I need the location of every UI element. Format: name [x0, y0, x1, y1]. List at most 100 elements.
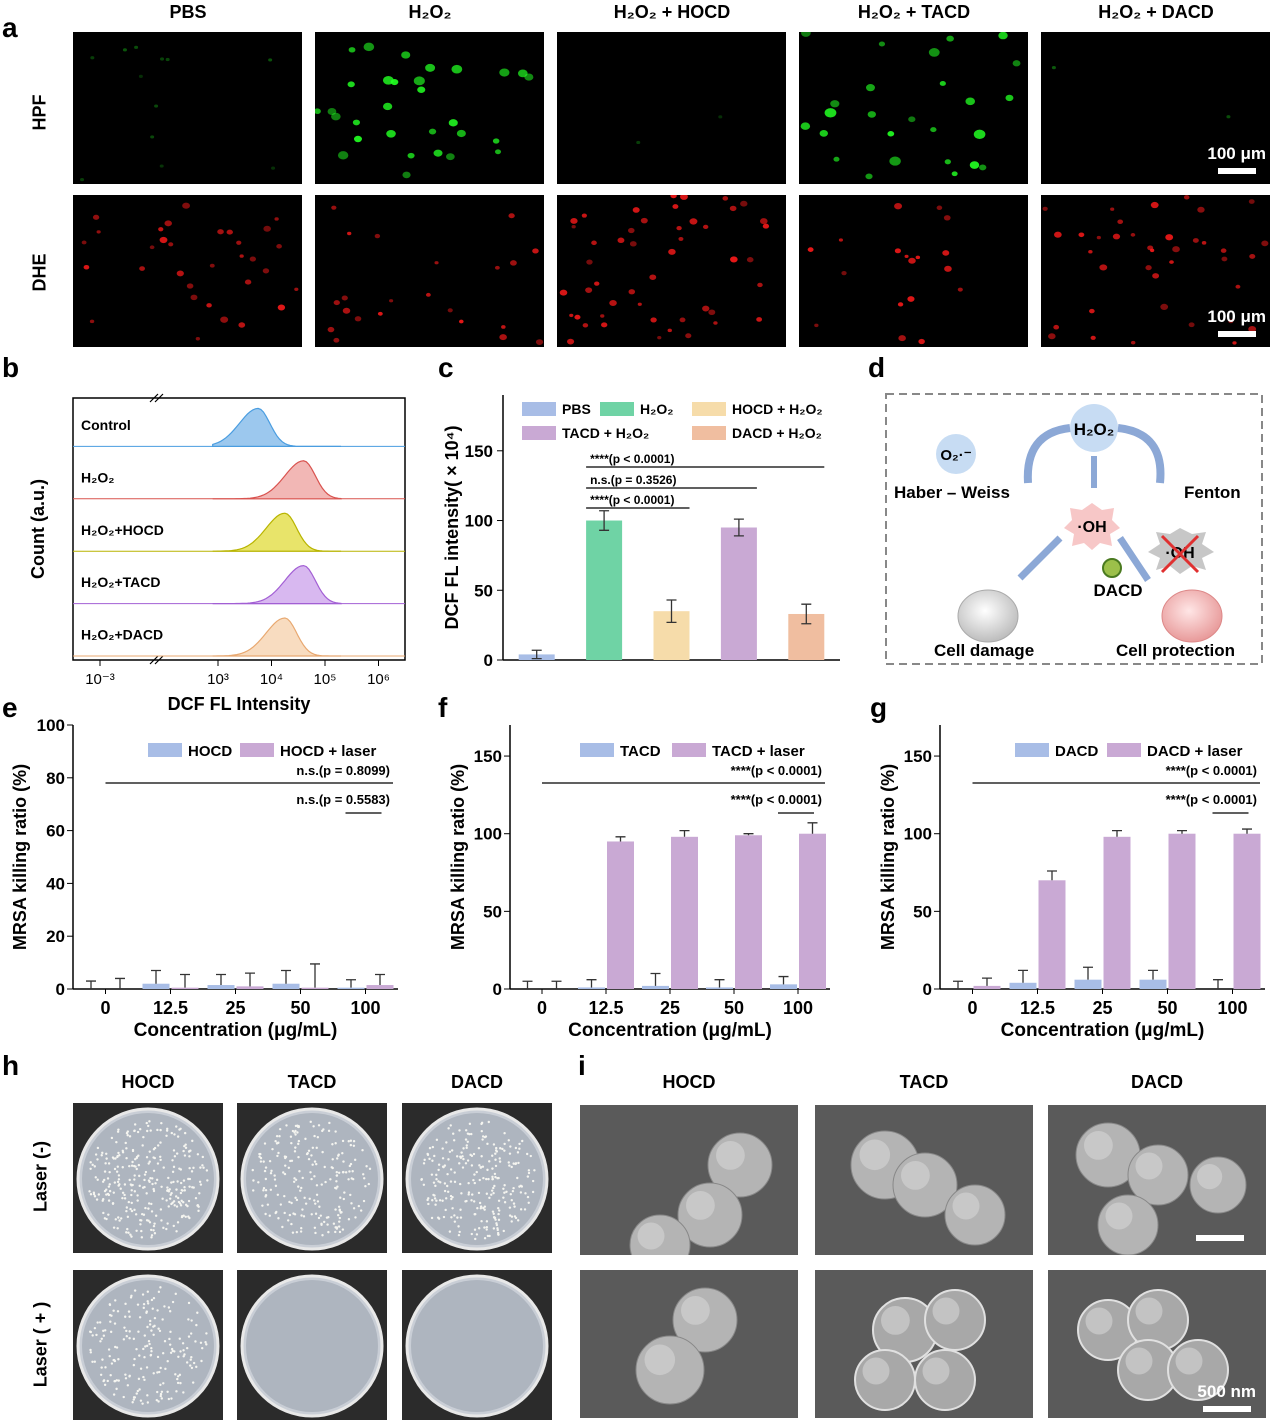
colony-dot — [174, 1292, 177, 1296]
sample-label-3: H₂O₂+TACD — [81, 574, 160, 590]
colony-dot — [252, 1189, 255, 1192]
colony-dot — [136, 1389, 140, 1393]
colony-dot — [142, 1135, 145, 1139]
panel-label-b: b — [2, 352, 20, 383]
colony-dot — [293, 1177, 296, 1180]
colony-dot — [328, 1121, 331, 1125]
histogram-3 — [212, 564, 342, 605]
colony-dot — [154, 1214, 158, 1217]
hpf-cell-dot — [718, 115, 723, 119]
bar-TACD-2 — [642, 985, 669, 989]
colony-dot — [347, 1178, 350, 1181]
colony-dot — [113, 1322, 117, 1325]
legend-swatch-1 — [1107, 743, 1141, 757]
colony-dot — [467, 1181, 470, 1185]
dhe-cell-dot — [807, 247, 814, 252]
colony-dot — [529, 1154, 533, 1158]
colony-dot — [475, 1170, 478, 1174]
petri-dish-1-0 — [73, 1270, 223, 1420]
legend-swatch-1 — [240, 743, 274, 757]
colony-dot — [101, 1199, 104, 1202]
hpf-cell-dot — [80, 178, 85, 182]
sem-image-0-1 — [815, 1105, 1033, 1255]
dhe-cell-dot — [164, 220, 172, 227]
sample-label-0: Control — [81, 417, 131, 433]
colony-dot — [175, 1205, 179, 1208]
dhe-cell-dot — [918, 338, 925, 345]
colony-dot — [313, 1160, 317, 1163]
column-header-a-1: H₂O₂ — [408, 2, 452, 22]
colony-dot — [495, 1146, 498, 1150]
dhe-cell-dot — [908, 257, 916, 264]
colony-dot — [465, 1146, 468, 1150]
colony-dot — [295, 1230, 299, 1234]
colony-dot — [121, 1191, 125, 1194]
hpf-cell-dot — [331, 112, 341, 121]
hpf-cell-dot — [1051, 66, 1056, 70]
colony-dot — [493, 1172, 497, 1176]
x-tick-label-3: 50 — [290, 998, 310, 1018]
dhe-cell-dot — [220, 316, 229, 323]
colony-dot — [150, 1350, 153, 1353]
dhe-cell-dot — [1183, 195, 1190, 200]
colony-dot — [313, 1175, 316, 1178]
colony-dot — [141, 1293, 145, 1296]
error-bar-0 — [531, 649, 542, 660]
colony-dot — [437, 1163, 441, 1166]
colony-dot — [477, 1146, 481, 1150]
bacterium-highlight — [1135, 1297, 1163, 1325]
x-axis-label: Concentration (μg/mL) — [1001, 1020, 1205, 1041]
colony-dot — [108, 1170, 111, 1174]
colony-dot — [261, 1204, 264, 1207]
colony-dot — [527, 1171, 531, 1175]
scale-bar-label: 100 μm — [1207, 307, 1266, 326]
dhe-cell-dot — [667, 328, 672, 333]
colony-dot — [180, 1215, 184, 1218]
colony-dot — [124, 1302, 127, 1306]
dhe-cell-dot — [942, 250, 950, 256]
colony-dot — [109, 1330, 113, 1334]
colony-dot — [282, 1171, 285, 1174]
colony-dot — [121, 1196, 124, 1200]
colony-dot — [318, 1205, 321, 1208]
dhe-cell-dot — [936, 205, 943, 211]
bacterium-highlight — [686, 1191, 715, 1220]
colony-dot — [494, 1164, 498, 1168]
colony-dot — [177, 1355, 180, 1358]
colony-dot — [175, 1188, 178, 1191]
colony-dot — [172, 1180, 175, 1184]
colony-dot — [132, 1164, 136, 1168]
colony-dot — [168, 1337, 171, 1341]
error-bar — [245, 972, 255, 987]
colony-dot — [435, 1138, 439, 1142]
colony-dot — [182, 1349, 185, 1352]
colony-dot — [459, 1156, 463, 1159]
colony-dot — [103, 1383, 107, 1387]
dhe-cell-dot — [139, 266, 145, 271]
dhe-cell-dot — [1165, 234, 1174, 241]
colony-dot — [101, 1358, 104, 1361]
h2o2-bubble — [1070, 404, 1118, 452]
error-bar — [115, 977, 125, 989]
colony-dot — [115, 1140, 118, 1144]
bar-HOCD-1 — [142, 983, 170, 989]
colony-dot — [129, 1207, 132, 1211]
dhe-cell-dot — [1078, 232, 1085, 238]
colony-dot — [116, 1180, 120, 1184]
dhe-cell-dot — [333, 300, 340, 306]
colony-dot — [313, 1134, 316, 1138]
dhe-cell-dot — [1169, 260, 1174, 264]
y-tick-label: 50 — [474, 581, 493, 600]
column-header-i-0: HOCD — [662, 1072, 716, 1092]
colony-dot — [307, 1149, 311, 1152]
colony-dot — [105, 1157, 108, 1160]
colony-dot — [168, 1310, 172, 1313]
error-bar — [982, 977, 992, 986]
hpf-cell-dot — [878, 41, 886, 47]
colony-dot — [310, 1154, 313, 1157]
dhe-cell-dot — [679, 317, 686, 323]
colony-dot — [290, 1159, 294, 1162]
colony-dot — [273, 1178, 277, 1181]
colony-dot — [291, 1231, 295, 1234]
colony-dot — [498, 1209, 501, 1212]
